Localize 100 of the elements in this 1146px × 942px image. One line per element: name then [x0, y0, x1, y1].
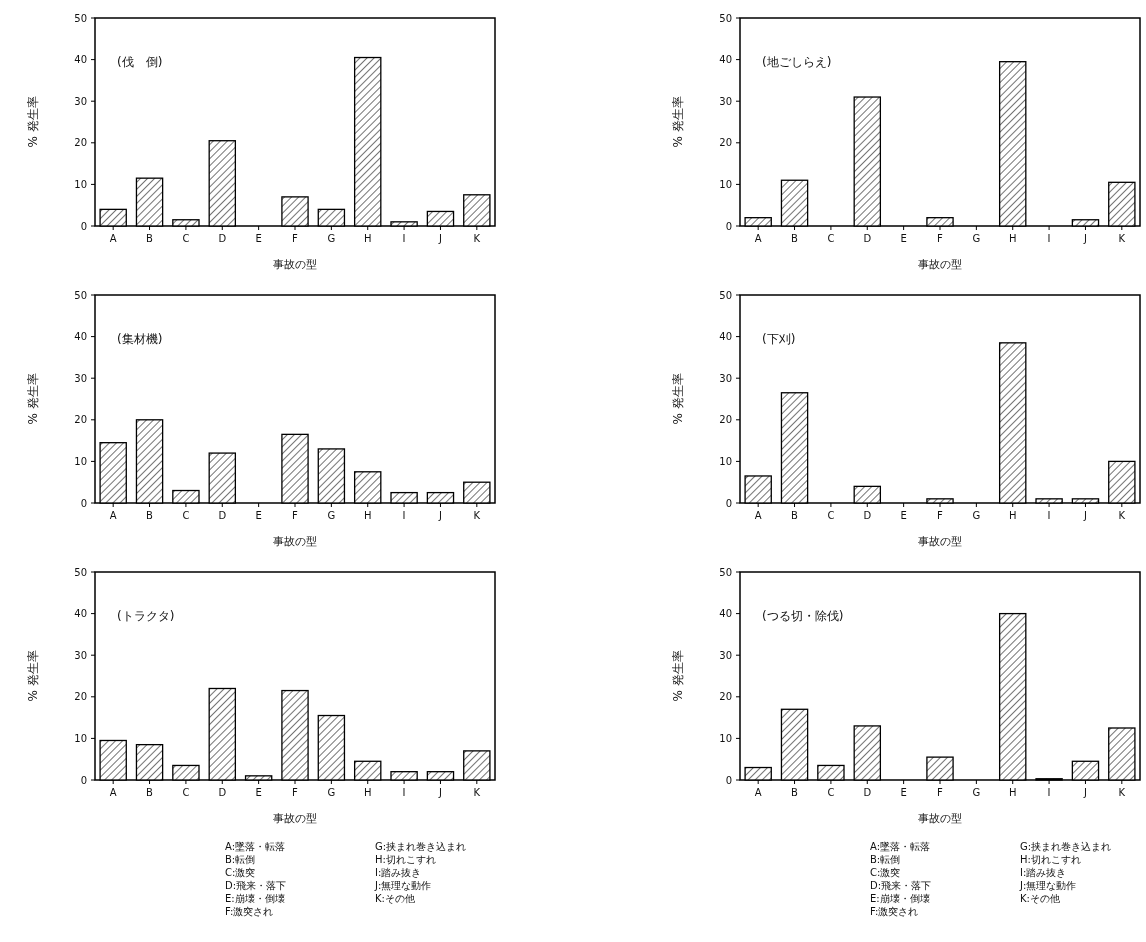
y-tick-label: 20	[719, 414, 732, 426]
x-tick-label: J	[1082, 510, 1087, 521]
x-tick-label: G	[327, 787, 336, 798]
y-tick-label: 40	[74, 608, 87, 620]
x-tick-label: C	[827, 510, 835, 521]
x-tick-label: B	[146, 233, 154, 244]
x-tick-label: B	[791, 510, 799, 521]
y-tick-label: 40	[719, 54, 732, 66]
x-tick-label: C	[827, 233, 835, 244]
x-tick-label: C	[827, 787, 835, 798]
y-tick-label: 0	[80, 774, 87, 786]
x-tick-label: H	[363, 233, 372, 244]
text: B:転倒	[870, 854, 901, 865]
x-tick-label: I	[402, 233, 406, 244]
x-tick-label: G	[972, 510, 981, 521]
y-tick-label: 10	[74, 455, 87, 467]
x-tick-label: D	[218, 787, 227, 798]
y-axis-title: % 発生率	[671, 96, 685, 148]
y-axis-title: % 発生率	[26, 650, 40, 702]
y-tick-label: 10	[719, 732, 732, 744]
y-tick-label: 40	[719, 608, 732, 620]
x-tick-label: F	[292, 510, 299, 521]
x-tick-label: H	[1008, 510, 1017, 521]
x-tick-label: K	[1118, 510, 1126, 521]
text: (下刈)	[762, 332, 796, 346]
y-tick-label: 40	[719, 331, 732, 343]
text: D:飛来・落下	[225, 880, 287, 891]
y-tick-label: 30	[74, 372, 87, 384]
x-tick-label: G	[972, 233, 981, 244]
y-tick-label: 0	[725, 220, 732, 232]
x-tick-label: F	[292, 233, 299, 244]
text: F:激突され	[870, 906, 919, 917]
x-tick-label: E	[255, 787, 262, 798]
y-tick-label: 0	[725, 774, 732, 786]
x-tick-label: C	[182, 233, 190, 244]
text: G:挟まれ巻き込まれ	[1020, 841, 1112, 852]
y-tick-label: 50	[74, 289, 87, 301]
y-tick-label: 50	[719, 12, 732, 24]
x-tick-label: C	[182, 787, 190, 798]
x-tick-label: J	[1082, 233, 1087, 244]
x-axis-title: 事故の型	[273, 812, 317, 825]
y-tick-label: 20	[74, 414, 87, 426]
x-tick-label: C	[182, 510, 190, 521]
x-tick-label: I	[402, 787, 406, 798]
text: D:飛来・落下	[870, 880, 932, 891]
x-tick-label: D	[218, 233, 227, 244]
x-tick-label: G	[327, 233, 336, 244]
text: A:墜落・転落	[225, 841, 286, 852]
x-tick-label: B	[791, 233, 799, 244]
x-tick-label: F	[937, 510, 944, 521]
y-tick-label: 30	[719, 372, 732, 384]
text: B:転倒	[225, 854, 256, 865]
y-tick-label: 30	[719, 95, 732, 107]
x-tick-label: E	[900, 510, 907, 521]
y-tick-label: 0	[725, 497, 732, 509]
text: F:激突され	[225, 906, 274, 917]
text: (つる切・除伐)	[762, 609, 844, 623]
x-tick-label: E	[900, 233, 907, 244]
text: I:踏み抜き	[375, 867, 422, 878]
y-tick-label: 50	[74, 12, 87, 24]
y-tick-label: 20	[719, 137, 732, 149]
x-tick-label: A	[754, 510, 762, 521]
y-axis-title: % 発生率	[26, 96, 40, 148]
x-tick-label: J	[1082, 787, 1087, 798]
x-tick-label: B	[146, 787, 154, 798]
x-tick-label: E	[255, 510, 262, 521]
x-axis-title: 事故の型	[273, 535, 317, 548]
y-tick-label: 20	[74, 691, 87, 703]
x-tick-label: A	[109, 233, 117, 244]
text: H:切れこすれ	[375, 854, 436, 865]
y-tick-label: 10	[74, 732, 87, 744]
x-tick-label: D	[863, 510, 872, 521]
x-tick-label: H	[363, 510, 372, 521]
y-tick-label: 0	[80, 220, 87, 232]
x-tick-label: J	[437, 233, 442, 244]
y-tick-label: 40	[74, 54, 87, 66]
text: C:激突	[870, 867, 901, 878]
x-axis-title: 事故の型	[918, 258, 962, 271]
text: A:墜落・転落	[870, 841, 931, 852]
x-tick-label: K	[1118, 233, 1126, 244]
x-tick-label: K	[473, 787, 481, 798]
y-tick-label: 50	[719, 289, 732, 301]
x-tick-label: K	[1118, 787, 1126, 798]
x-tick-label: I	[402, 510, 406, 521]
x-tick-label: K	[473, 233, 481, 244]
text: (集材機)	[117, 332, 163, 346]
y-tick-label: 0	[80, 497, 87, 509]
x-tick-label: H	[363, 787, 372, 798]
x-tick-label: G	[972, 787, 981, 798]
x-tick-label: A	[754, 787, 762, 798]
text: C:激突	[225, 867, 256, 878]
x-tick-label: I	[1047, 787, 1051, 798]
y-axis-title: % 発生率	[671, 373, 685, 425]
x-tick-label: E	[255, 233, 262, 244]
text: K:その他	[1020, 893, 1060, 904]
text: I:踏み抜き	[1020, 867, 1067, 878]
x-tick-label: B	[146, 510, 154, 521]
x-tick-label: A	[754, 233, 762, 244]
y-tick-label: 20	[719, 691, 732, 703]
x-tick-label: K	[473, 510, 481, 521]
